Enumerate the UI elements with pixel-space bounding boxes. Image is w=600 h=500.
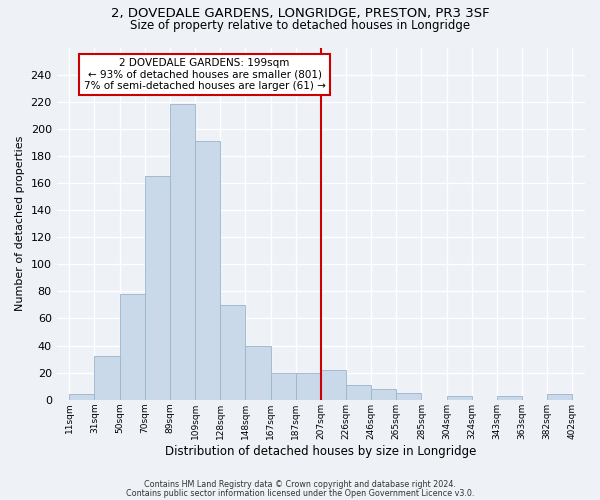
Bar	[195, 141, 220, 400]
Bar	[271, 372, 296, 400]
Text: Contains HM Land Registry data © Crown copyright and database right 2024.: Contains HM Land Registry data © Crown c…	[144, 480, 456, 489]
Text: 2, DOVEDALE GARDENS, LONGRIDGE, PRESTON, PR3 3SF: 2, DOVEDALE GARDENS, LONGRIDGE, PRESTON,…	[110, 8, 490, 20]
Bar	[547, 394, 572, 400]
Bar	[446, 396, 472, 400]
Bar	[69, 394, 94, 400]
X-axis label: Distribution of detached houses by size in Longridge: Distribution of detached houses by size …	[165, 444, 476, 458]
Bar	[497, 396, 522, 400]
Bar	[119, 294, 145, 400]
Text: 2 DOVEDALE GARDENS: 199sqm
← 93% of detached houses are smaller (801)
7% of semi: 2 DOVEDALE GARDENS: 199sqm ← 93% of deta…	[83, 58, 326, 92]
Y-axis label: Number of detached properties: Number of detached properties	[15, 136, 25, 312]
Text: Size of property relative to detached houses in Longridge: Size of property relative to detached ho…	[130, 18, 470, 32]
Bar	[296, 372, 321, 400]
Bar	[346, 385, 371, 400]
Bar	[245, 346, 271, 400]
Bar	[397, 393, 421, 400]
Bar	[220, 305, 245, 400]
Bar	[321, 370, 346, 400]
Text: Contains public sector information licensed under the Open Government Licence v3: Contains public sector information licen…	[126, 488, 474, 498]
Bar	[170, 104, 195, 400]
Bar	[94, 356, 119, 400]
Bar	[371, 389, 397, 400]
Bar	[145, 176, 170, 400]
